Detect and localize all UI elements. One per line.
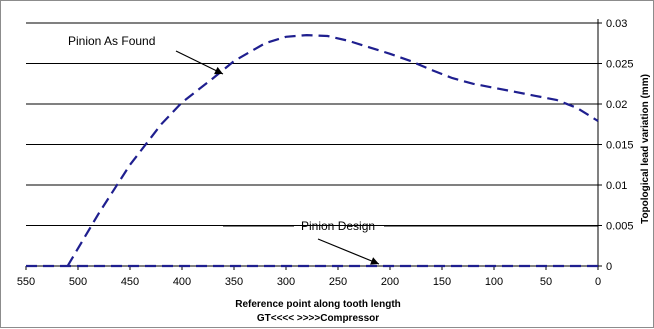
x-tick-label: 250 bbox=[329, 276, 347, 288]
y-tick-labels: 0 0.005 0.01 0.015 0.02 0.025 0.03 bbox=[606, 18, 634, 273]
y-tick-label: 0.005 bbox=[606, 221, 634, 233]
x-tick-label: 350 bbox=[225, 276, 243, 288]
y-axis-title: Topological lead variation (mm) bbox=[640, 74, 651, 224]
y-tick-label: 0.01 bbox=[606, 180, 627, 192]
x-tick-label: 550 bbox=[17, 276, 35, 288]
y-tick-label: 0 bbox=[606, 261, 612, 273]
x-axis-subtitle: GT<<<< >>>>Compressor bbox=[257, 313, 379, 324]
x-tick-label: 0 bbox=[595, 276, 601, 288]
x-axis-title: Reference point along tooth length bbox=[235, 299, 401, 310]
grid-lines bbox=[26, 23, 598, 226]
y-tick-label: 0.015 bbox=[606, 140, 634, 152]
y-tick-label: 0.02 bbox=[606, 99, 627, 111]
annotations: Pinion As Found Pinion Design bbox=[68, 34, 598, 265]
x-tick-label: 450 bbox=[121, 276, 139, 288]
annotation-pinion-as-found: Pinion As Found bbox=[68, 34, 155, 48]
x-tick-label: 300 bbox=[277, 276, 295, 288]
x-tick-label: 50 bbox=[540, 276, 552, 288]
y-tick-label: 0.03 bbox=[606, 18, 627, 30]
y-tick-label: 0.025 bbox=[606, 59, 634, 71]
annotation-pinion-design: Pinion Design bbox=[301, 219, 375, 233]
x-tick-label: 400 bbox=[173, 276, 191, 288]
x-tick-label: 150 bbox=[433, 276, 451, 288]
x-tick-label: 100 bbox=[485, 276, 503, 288]
x-tick-labels: 550 500 450 400 350 300 250 200 150 100 50 0 bbox=[17, 276, 601, 288]
x-tick-label: 500 bbox=[69, 276, 87, 288]
annotation-arrow-line bbox=[318, 239, 379, 264]
x-tick-label: 200 bbox=[381, 276, 399, 288]
